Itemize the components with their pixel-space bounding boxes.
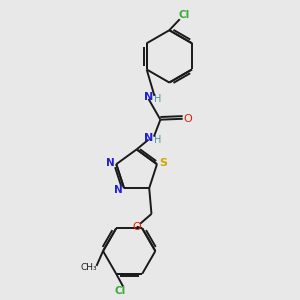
Text: Cl: Cl	[178, 10, 190, 20]
Text: Cl: Cl	[115, 286, 126, 296]
Text: N: N	[144, 133, 153, 143]
Text: S: S	[160, 158, 167, 168]
Text: N: N	[114, 184, 122, 195]
Text: H: H	[154, 94, 162, 104]
Text: N: N	[106, 158, 115, 168]
Text: O: O	[132, 222, 141, 232]
Text: O: O	[184, 114, 192, 124]
Text: H: H	[154, 135, 162, 145]
Text: CH₃: CH₃	[81, 263, 98, 272]
Text: N: N	[144, 92, 153, 102]
